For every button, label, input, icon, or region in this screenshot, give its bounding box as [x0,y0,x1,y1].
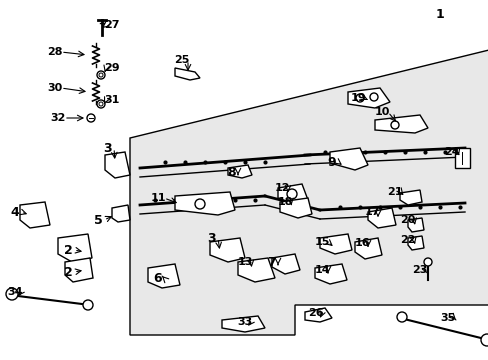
Circle shape [195,199,204,209]
Text: 31: 31 [104,95,120,105]
Text: 2: 2 [63,243,72,257]
Polygon shape [407,236,423,250]
Polygon shape [209,238,244,262]
Circle shape [97,71,105,79]
Text: 21: 21 [386,187,402,197]
Polygon shape [314,264,346,284]
Polygon shape [347,88,389,108]
Text: 25: 25 [174,55,189,65]
Polygon shape [407,218,423,232]
Polygon shape [305,308,331,322]
Text: 33: 33 [237,317,252,327]
Polygon shape [130,50,488,335]
Polygon shape [175,68,200,80]
Polygon shape [319,234,351,254]
Polygon shape [238,258,274,282]
Text: 14: 14 [314,265,329,275]
Polygon shape [148,264,180,288]
Text: 24: 24 [443,147,459,157]
Circle shape [6,288,18,300]
Polygon shape [222,316,264,332]
Circle shape [480,334,488,346]
Polygon shape [280,198,311,218]
Text: 5: 5 [93,213,102,226]
Circle shape [369,93,377,101]
Text: 10: 10 [373,107,389,117]
Text: 2: 2 [63,266,72,279]
Text: 35: 35 [440,313,455,323]
Polygon shape [278,184,307,204]
Text: 3: 3 [103,141,112,154]
Text: 30: 30 [47,83,62,93]
Polygon shape [374,115,427,133]
Polygon shape [271,254,299,274]
Polygon shape [175,192,235,215]
Text: 6: 6 [153,271,162,284]
Text: 3: 3 [207,231,216,244]
Text: 1: 1 [435,8,444,21]
Text: 28: 28 [47,47,62,57]
Polygon shape [354,238,381,259]
Text: 4: 4 [11,206,20,219]
Text: 22: 22 [400,235,415,245]
Polygon shape [367,208,395,228]
Text: 19: 19 [349,93,365,103]
Text: 11: 11 [150,193,165,203]
Polygon shape [65,258,93,282]
Circle shape [99,102,103,106]
Text: 16: 16 [353,238,369,248]
Polygon shape [329,148,367,170]
Circle shape [83,300,93,310]
Text: 27: 27 [104,20,120,30]
Circle shape [97,100,105,108]
Text: 34: 34 [7,287,23,297]
Text: 18: 18 [277,197,292,207]
Text: 17: 17 [364,207,379,217]
Circle shape [390,121,398,129]
Circle shape [423,258,431,266]
Polygon shape [20,202,50,228]
Polygon shape [454,148,469,168]
Polygon shape [112,205,130,222]
Text: 23: 23 [411,265,427,275]
Circle shape [355,94,363,102]
Text: 7: 7 [267,256,276,269]
Text: 29: 29 [104,63,120,73]
Circle shape [396,312,406,322]
Circle shape [99,73,103,77]
Circle shape [286,189,296,199]
Text: 15: 15 [314,237,329,247]
Polygon shape [58,234,92,262]
Polygon shape [227,165,251,178]
Text: 26: 26 [307,308,323,318]
Polygon shape [105,152,130,178]
Text: 12: 12 [274,183,289,193]
Text: 32: 32 [50,113,65,123]
Circle shape [87,114,95,122]
Text: 13: 13 [237,257,252,267]
Text: 8: 8 [227,166,236,179]
Polygon shape [399,190,421,205]
Text: 9: 9 [327,156,336,168]
Text: 20: 20 [400,215,415,225]
